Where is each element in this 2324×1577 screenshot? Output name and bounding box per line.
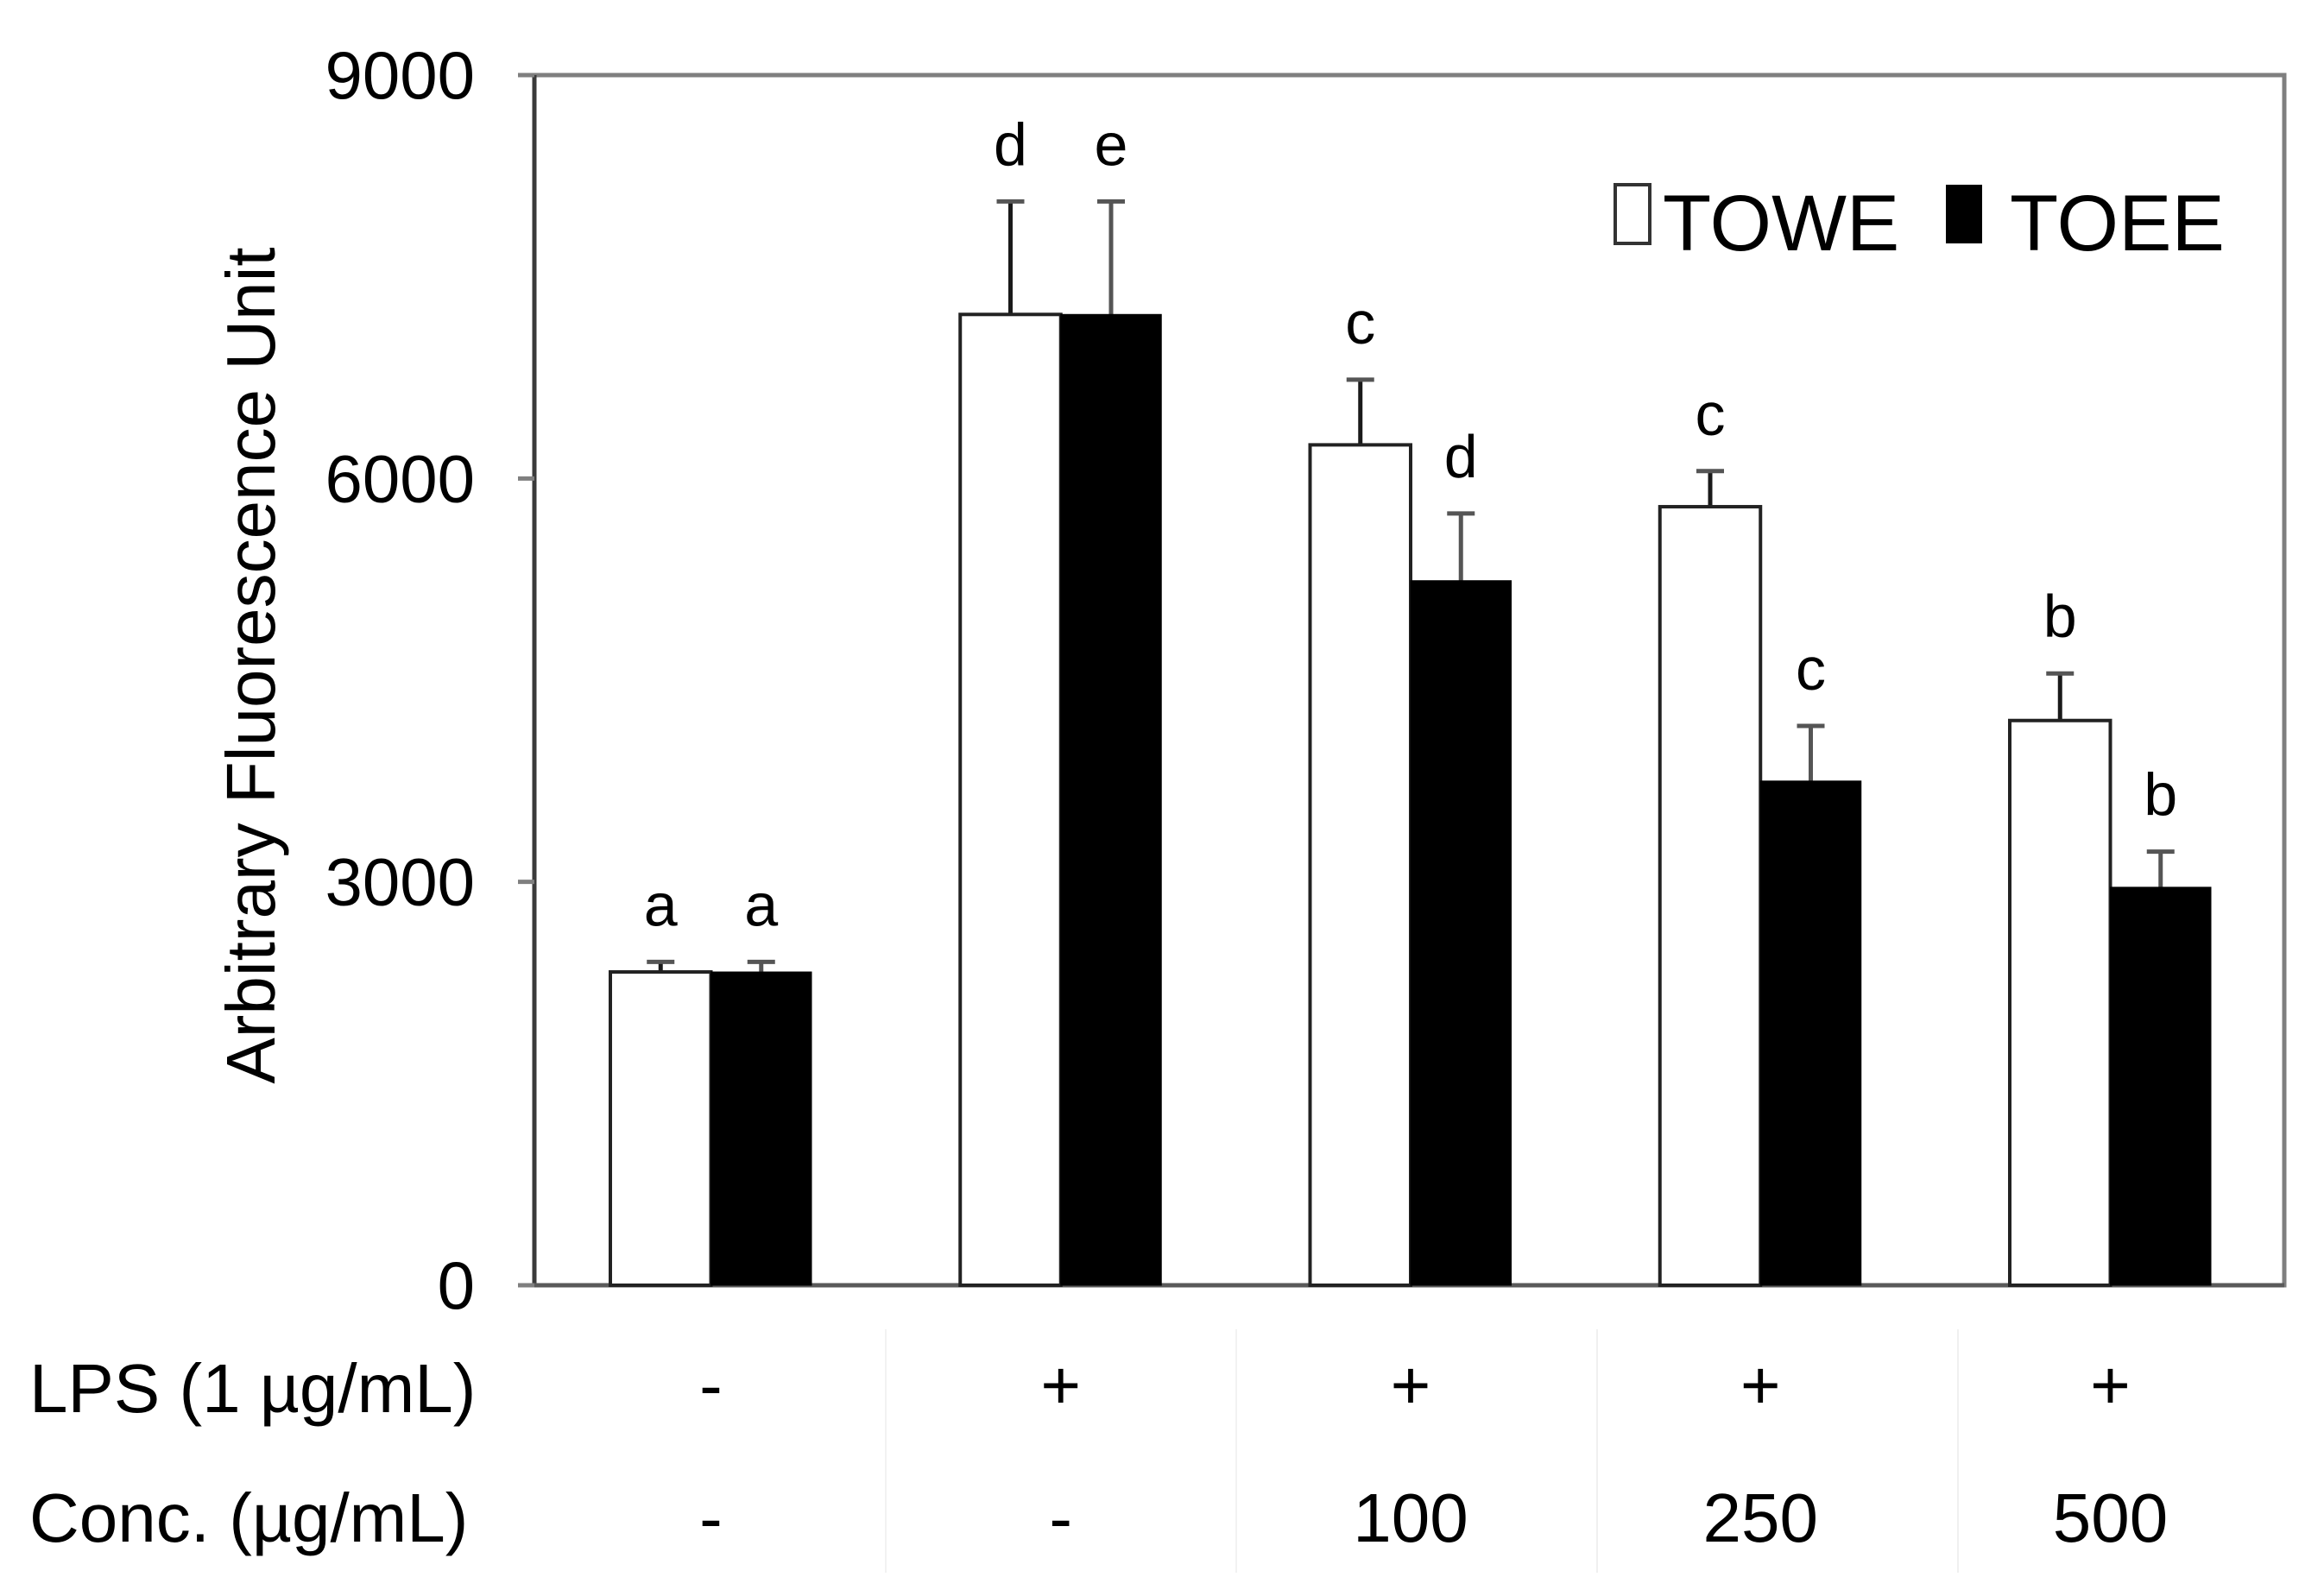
bar-group: cc bbox=[1658, 381, 1862, 1287]
lps-cell: + bbox=[2090, 1347, 2131, 1423]
significance-letter: d bbox=[1444, 423, 1478, 490]
y-axis-ticks: 0 3000 6000 9000 bbox=[325, 37, 534, 1323]
y-tick-label: 3000 bbox=[325, 844, 475, 920]
conc-cell: 100 bbox=[1353, 1479, 1468, 1556]
bar-toee bbox=[1060, 313, 1162, 1286]
significance-letter: b bbox=[2144, 761, 2177, 829]
bar-towe bbox=[958, 312, 1063, 1288]
significance-letter: c bbox=[1345, 289, 1375, 356]
legend-label-toee: TOEE bbox=[2010, 180, 2225, 268]
legend: TOWE TOEE bbox=[1614, 180, 2225, 268]
bar-toee bbox=[2110, 886, 2212, 1286]
y-tick-label: 9000 bbox=[325, 37, 475, 113]
y-tick-label: 6000 bbox=[325, 440, 475, 516]
row-label-lps: LPS (1 µg/mL) bbox=[29, 1350, 476, 1427]
lps-cell: - bbox=[699, 1347, 723, 1423]
bar-towe bbox=[2008, 718, 2112, 1287]
treatment-table: - + + + + - - 100 250 500 bbox=[699, 1347, 2168, 1556]
conc-cell: 500 bbox=[2053, 1479, 2168, 1556]
bar-group: bb bbox=[2008, 583, 2212, 1287]
row-label-conc: Conc. (µg/mL) bbox=[29, 1479, 468, 1556]
bar-towe bbox=[609, 970, 713, 1287]
lps-cell: + bbox=[1040, 1347, 1081, 1423]
conc-cell: - bbox=[699, 1479, 723, 1556]
bar-towe bbox=[1658, 505, 1763, 1287]
significance-letter: a bbox=[644, 871, 678, 938]
bar-towe bbox=[1308, 443, 1412, 1287]
conc-cell: 250 bbox=[1703, 1479, 1818, 1556]
legend-swatch-toee bbox=[1946, 185, 1982, 243]
y-tick-label: 0 bbox=[438, 1247, 475, 1323]
conc-cell: - bbox=[1049, 1479, 1072, 1556]
y-axis-label: Arbitrary Fluorescence Unit bbox=[212, 247, 289, 1083]
significance-letter: e bbox=[1095, 110, 1128, 178]
bar-group: cd bbox=[1308, 289, 1512, 1287]
bar-toee bbox=[710, 971, 812, 1286]
significance-letter: d bbox=[994, 110, 1027, 178]
lps-cell: + bbox=[1391, 1347, 1431, 1423]
significance-letter: c bbox=[1796, 635, 1826, 703]
bar-toee bbox=[1410, 580, 1512, 1286]
significance-letter: b bbox=[2043, 583, 2077, 650]
significance-letter: c bbox=[1696, 381, 1726, 448]
legend-swatch-towe bbox=[1614, 183, 1651, 245]
bar-toee bbox=[1759, 780, 1862, 1286]
significance-letter: a bbox=[744, 871, 778, 938]
lps-cell: + bbox=[1740, 1347, 1781, 1423]
legend-label-towe: TOWE bbox=[1663, 180, 1899, 268]
table-separators bbox=[885, 1329, 1959, 1573]
